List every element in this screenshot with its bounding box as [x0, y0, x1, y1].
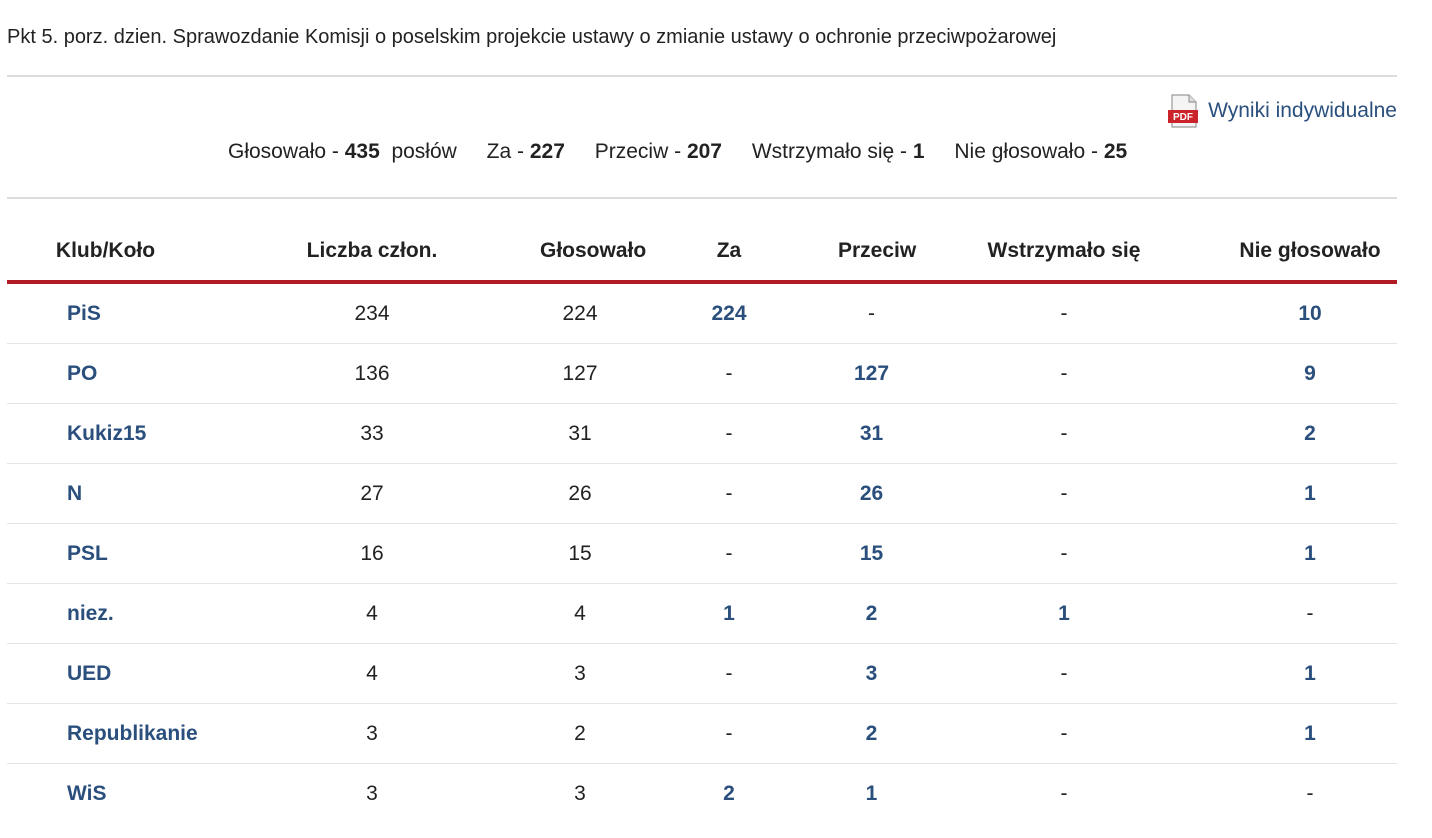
summary-przeciw: Przeciw - 207	[594, 140, 722, 163]
members-count: 3	[204, 703, 540, 764]
results-table: Klub/Koło Liczba człon. Głosowało Za Prz…	[7, 222, 1397, 823]
wstrzymalo-count: -	[905, 643, 1223, 704]
nie-glosowalo-count[interactable]: 2	[1223, 403, 1397, 464]
voted-count: 15	[540, 523, 620, 584]
col-nie-glosowalo: Nie głosowało	[1223, 222, 1397, 284]
members-count: 234	[204, 282, 540, 344]
col-wstrzymalo: Wstrzymało się	[905, 222, 1223, 284]
col-za: Za	[620, 222, 838, 284]
club-link[interactable]: PiS	[7, 282, 204, 344]
members-count: 27	[204, 463, 540, 524]
club-link[interactable]: niez.	[7, 583, 204, 644]
table-row: N 27 26-26-1	[7, 463, 1397, 524]
club-link[interactable]: N	[7, 463, 204, 524]
voted-count: 2	[540, 703, 620, 764]
wstrzymalo-count: -	[905, 343, 1223, 404]
members-count: 4	[204, 583, 540, 644]
wstrzymalo-count: -	[905, 463, 1223, 524]
za-count: -	[620, 343, 838, 404]
club-link[interactable]: UED	[7, 643, 204, 704]
individual-results-link[interactable]: PDF Wyniki indywidualne	[1168, 94, 1397, 128]
voted-count: 224	[540, 282, 620, 344]
voted-count: 3	[540, 643, 620, 704]
wstrzymalo-count: -	[905, 403, 1223, 464]
za-count: -	[620, 643, 838, 704]
table-row: UED 4 3-3-1	[7, 643, 1397, 704]
table-row: PiS 234 224 224- -10	[7, 282, 1397, 344]
svg-text:PDF: PDF	[1173, 112, 1193, 123]
nie-glosowalo-count[interactable]: 1	[1223, 523, 1397, 584]
members-count: 136	[204, 343, 540, 404]
nie-glosowalo-count[interactable]: 1	[1223, 703, 1397, 764]
summary-wstrzymalo-value: 1	[912, 140, 925, 163]
members-count: 3	[366, 781, 378, 805]
za-count[interactable]: 1	[620, 583, 838, 644]
za-count[interactable]: 224	[620, 282, 838, 344]
summary-przeciw-value: 207	[686, 140, 722, 163]
summary-za-value: 227	[529, 140, 565, 163]
col-voted: Głosowało	[540, 222, 646, 284]
voted-count: 26	[540, 463, 620, 524]
przeciw-count[interactable]: 1	[865, 781, 878, 805]
table-row: PSL 16 15-15-1	[7, 523, 1397, 584]
za-count: -	[620, 403, 838, 464]
table-row: Republikanie 3 2-2-1	[7, 703, 1397, 764]
summary-nie-glosowalo: Nie głosowało - 25	[954, 140, 1128, 163]
nie-glosowalo-count[interactable]: 9	[1223, 343, 1397, 404]
members-count: 33	[204, 403, 540, 464]
table-row: Kukiz15 33 31-31-2	[7, 403, 1397, 464]
nie-glosowalo-count[interactable]: 10	[1223, 282, 1397, 344]
za-count: -	[620, 703, 838, 764]
table-row: WiS 3 3 2 1 - -	[7, 764, 1397, 824]
wstrzymalo-count: -	[905, 282, 1223, 344]
page-title: Pkt 5. porz. dzien. Sprawozdanie Komisji…	[7, 26, 1057, 48]
przeciw-count[interactable]: 3	[838, 643, 905, 704]
wstrzymalo-count[interactable]: 1	[905, 583, 1223, 644]
przeciw-count[interactable]: 15	[838, 523, 905, 584]
vote-summary: Głosowało - 435 posłów Za - 227 Przeciw …	[228, 140, 1127, 164]
summary-voted-value: 435	[344, 140, 380, 163]
summary-voted: Głosowało - 435 posłów	[228, 140, 457, 163]
nie-glosowalo-count: -	[1223, 583, 1397, 644]
members-count: 4	[204, 643, 540, 704]
summary-nie-glosowalo-value: 25	[1103, 140, 1128, 163]
col-club: Klub/Koło	[7, 222, 204, 284]
voted-count: 31	[540, 403, 620, 464]
individual-results-label: Wyniki indywidualne	[1208, 99, 1397, 122]
table-row: PO 136 127-127-9	[7, 343, 1397, 404]
club-link[interactable]: PSL	[7, 523, 204, 584]
za-count: -	[620, 463, 838, 524]
header-row: Klub/Koło Liczba człon. Głosowało Za Prz…	[7, 222, 1397, 284]
pdf-icon: PDF	[1168, 94, 1199, 128]
col-przeciw: Przeciw	[838, 222, 916, 284]
club-link[interactable]: Kukiz15	[7, 403, 204, 464]
table-row: niez. 4 4 1 2 1-	[7, 583, 1397, 644]
col-members: Liczba człon.	[204, 222, 540, 284]
wstrzymalo-count: -	[1060, 781, 1068, 805]
club-link[interactable]: PO	[7, 343, 204, 404]
voted-count: 127	[540, 343, 620, 404]
summary-divider	[7, 197, 1397, 199]
summary-wstrzymalo: Wstrzymało się - 1	[751, 140, 925, 163]
nie-glosowalo-count[interactable]: 1	[1223, 463, 1397, 524]
summary-za: Za - 227	[486, 140, 565, 163]
przeciw-count[interactable]: 2	[838, 703, 905, 764]
wstrzymalo-count: -	[905, 703, 1223, 764]
members-count: 16	[204, 523, 540, 584]
club-link[interactable]: WiS	[67, 781, 107, 805]
title-divider	[7, 75, 1397, 77]
nie-glosowalo-count[interactable]: 1	[1223, 643, 1397, 704]
club-link[interactable]: Republikanie	[7, 703, 204, 764]
nie-glosowalo-count: -	[1306, 781, 1314, 805]
wstrzymalo-count: -	[905, 523, 1223, 584]
przeciw-count[interactable]: 127	[838, 343, 905, 404]
voted-count: 3	[574, 781, 586, 805]
przeciw-count: -	[838, 282, 905, 344]
przeciw-count[interactable]: 26	[838, 463, 905, 524]
voted-count: 4	[540, 583, 620, 644]
przeciw-count[interactable]: 2	[838, 583, 905, 644]
przeciw-count[interactable]: 31	[838, 403, 905, 464]
za-count: -	[620, 523, 838, 584]
za-count[interactable]: 2	[723, 781, 735, 805]
